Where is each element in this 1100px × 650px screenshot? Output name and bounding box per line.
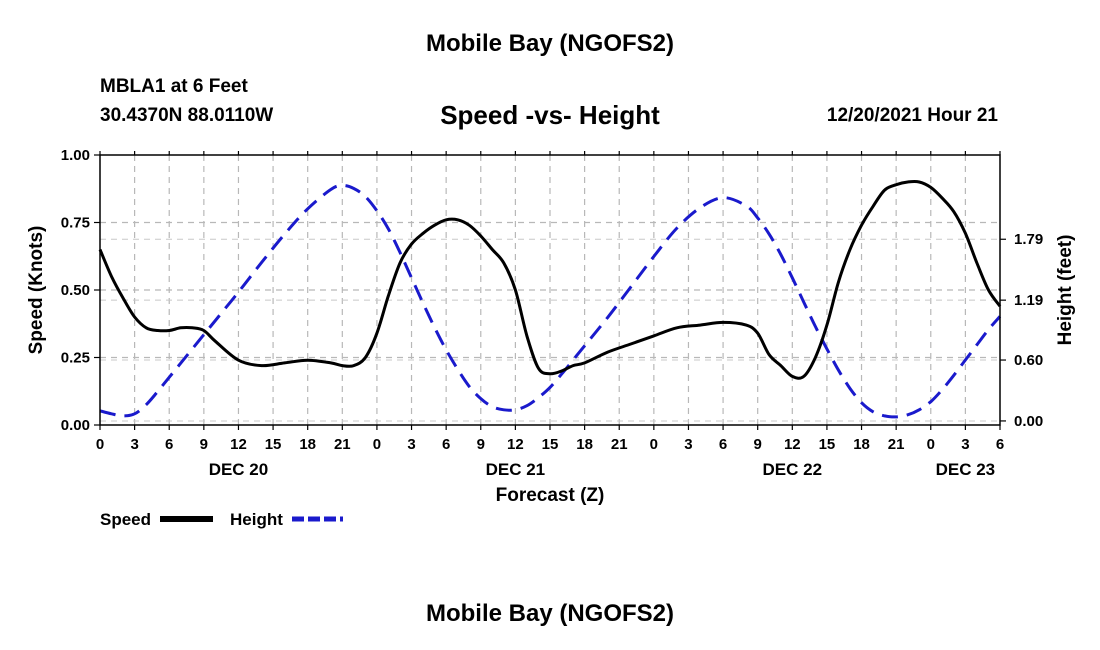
y-axis-right: 0.00 0.60 1.19 1.79 (1000, 231, 1043, 430)
x-tick-label: 0 (650, 436, 658, 453)
y-axis-label: Speed (Knots) (26, 226, 47, 355)
x-tick-label: 18 (853, 436, 870, 453)
y-tick-label: 0.00 (61, 417, 90, 434)
x-tick-label: 21 (334, 436, 351, 453)
x-tick-label: 12 (784, 436, 801, 453)
y-axis-left: 0.00 0.25 0.50 0.75 1.00 (61, 147, 100, 434)
x-tick-label: 9 (754, 436, 762, 453)
x-tick-label: 15 (819, 436, 836, 453)
y-tick-label: 0.75 (61, 215, 90, 232)
x-axis: 0 3 6 9 12 15 18 21 0 3 6 9 12 15 18 21 0 3 6 9 12 15 18 21 0 3 6D… (96, 151, 1004, 479)
x-tick-label: 15 (265, 436, 282, 453)
legend-label-height: Height (230, 510, 283, 529)
x-tick-label: 3 (130, 436, 138, 453)
day-label: DEC 23 (936, 460, 996, 479)
series-line-height (99, 183, 1002, 419)
y-tick-label: 1.00 (61, 147, 90, 164)
x-tick-label: 21 (611, 436, 628, 453)
x-tick-label: 15 (542, 436, 559, 453)
y2-tick-label: 1.79 (1014, 231, 1043, 248)
station-label: MBLA1 at 6 Feet (100, 76, 248, 97)
x-tick-label: 0 (373, 436, 381, 453)
y2-tick-label: 0.60 (1014, 352, 1043, 369)
axis-labels: Forecast (Z) Speed (Knots) Height (feet) (26, 226, 1076, 506)
x-tick-label: 21 (888, 436, 905, 453)
legend: Speed Height (100, 510, 343, 529)
day-label: DEC 20 (209, 460, 269, 479)
x-tick-label: 3 (407, 436, 415, 453)
station-coordinates: 30.4370N 88.0110W (100, 105, 274, 126)
y-tick-label: 0.25 (61, 350, 90, 367)
x-tick-label: 3 (684, 436, 692, 453)
x-tick-label: 0 (96, 436, 104, 453)
x-tick-label: 9 (477, 436, 485, 453)
footer-title: Mobile Bay (NGOFS2) (425, 600, 675, 627)
x-tick-label: 18 (576, 436, 593, 453)
day-label: DEC 21 (486, 460, 546, 479)
x-axis-label: Forecast (Z) (496, 485, 605, 506)
x-tick-label: 9 (200, 436, 208, 453)
x-tick-label: 18 (299, 436, 316, 453)
grid-lines (100, 154, 1000, 425)
series-line-speed (98, 179, 1002, 380)
y-tick-label: 0.50 (61, 282, 90, 299)
series-lines (98, 179, 1002, 419)
forecast-datetime: 12/20/2021 Hour 21 (826, 105, 998, 126)
chart-title: Mobile Bay (NGOFS2) (425, 30, 675, 57)
x-tick-label: 6 (165, 436, 173, 453)
y2-tick-label: 0.00 (1014, 413, 1043, 430)
day-label: DEC 22 (763, 460, 823, 479)
y2-tick-label: 1.19 (1014, 292, 1043, 309)
x-tick-label: 3 (961, 436, 969, 453)
x-tick-label: 6 (996, 436, 1004, 453)
x-tick-label: 12 (230, 436, 247, 453)
x-tick-label: 12 (507, 436, 524, 453)
x-tick-label: 0 (927, 436, 935, 453)
x-tick-label: 6 (442, 436, 450, 453)
legend-label-speed: Speed (100, 510, 151, 529)
x-tick-label: 6 (719, 436, 727, 453)
y2-axis-label: Height (feet) (1055, 235, 1076, 346)
chart-subtitle: Speed -vs- Height (440, 100, 660, 130)
